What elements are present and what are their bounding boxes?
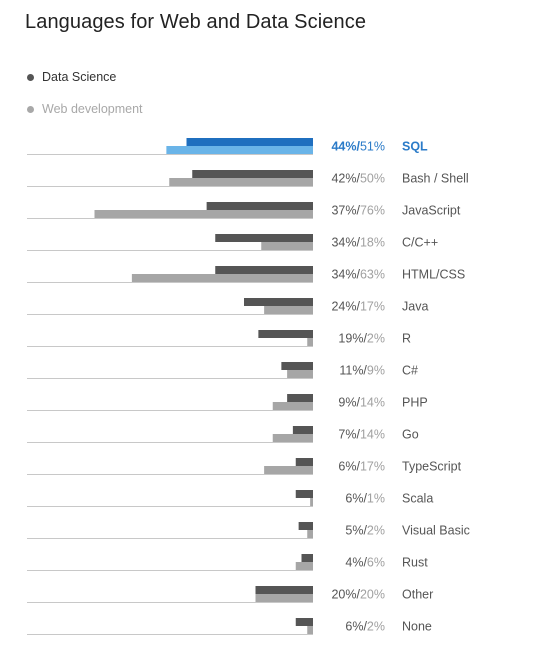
- pct-label-javascript: 37%/76%: [331, 204, 385, 218]
- bar-data-science-bash-shell: [192, 170, 313, 178]
- bar-web-development-r: [307, 338, 313, 346]
- category-label-java: Java: [402, 300, 428, 314]
- pct-label-typescript: 6%/17%: [338, 460, 385, 474]
- pct-label-r: 19%/2%: [338, 332, 385, 346]
- bar-web-development-html-css: [131, 274, 313, 282]
- bar-web-development-bash-shell: [169, 178, 313, 186]
- category-label-html-css: HTML/CSS: [402, 268, 465, 282]
- bar-data-science-none: [295, 618, 313, 626]
- bar-web-development-scala: [310, 498, 313, 506]
- legend-dot-web-development-icon: [27, 105, 34, 113]
- category-label-sql: SQL: [402, 140, 428, 154]
- pct-label-other: 20%/20%: [331, 588, 385, 602]
- bar-data-science-java: [244, 298, 313, 306]
- bar-web-development-sql: [166, 146, 313, 154]
- bar-web-development-go: [272, 434, 313, 442]
- bar-data-science-visual-basic: [298, 522, 313, 530]
- bar-data-science-rust: [301, 554, 313, 562]
- pct-label-c: 11%/9%: [339, 364, 385, 378]
- pct-label-visual-basic: 5%/2%: [345, 524, 385, 538]
- category-label-go: Go: [402, 428, 419, 442]
- category-label-bash-shell: Bash / Shell: [402, 172, 469, 186]
- bar-data-science-r: [258, 330, 313, 338]
- bar-web-development-typescript: [264, 466, 313, 474]
- bar-data-science-go: [292, 426, 313, 434]
- category-label-c-c: C/C++: [402, 236, 438, 250]
- bar-data-science-php: [287, 394, 313, 402]
- bar-data-science-scala: [295, 490, 313, 498]
- legend-item-data-science: Data Science: [27, 70, 116, 84]
- legend-item-web-development: Web development: [27, 102, 143, 116]
- pct-label-html-css: 34%/63%: [331, 268, 385, 282]
- pct-label-scala: 6%/1%: [345, 492, 385, 506]
- bar-web-development-rust: [295, 562, 313, 570]
- category-label-visual-basic: Visual Basic: [402, 524, 470, 538]
- category-label-other: Other: [402, 588, 433, 602]
- bar-data-science-javascript: [206, 202, 313, 210]
- pct-label-bash-shell: 42%/50%: [331, 172, 385, 186]
- chart-title: Languages for Web and Data Science: [25, 11, 367, 33]
- bar-web-development-visual-basic: [307, 530, 313, 538]
- bar-web-development-none: [307, 626, 313, 634]
- category-label-javascript: JavaScript: [402, 204, 461, 218]
- category-label-c: C#: [402, 364, 418, 378]
- legend-label-data-science: Data Science: [42, 70, 117, 84]
- pct-label-rust: 4%/6%: [345, 556, 385, 570]
- pct-label-php: 9%/14%: [338, 396, 385, 410]
- pct-label-java: 24%/17%: [331, 300, 385, 314]
- pct-label-sql: 44%/51%: [331, 140, 385, 154]
- bar-data-science-other: [255, 586, 313, 594]
- bar-web-development-c-c: [261, 242, 313, 250]
- pct-label-c-c: 34%/18%: [331, 236, 385, 250]
- category-label-r: R: [402, 332, 411, 346]
- category-label-scala: Scala: [402, 492, 433, 506]
- bar-web-development-other: [255, 594, 313, 602]
- bar-web-development-c: [287, 370, 313, 378]
- bar-data-science-c-c: [215, 234, 313, 242]
- bar-data-science-c: [281, 362, 313, 370]
- category-label-typescript: TypeScript: [402, 460, 462, 474]
- legend-label-web-development: Web development: [42, 102, 143, 116]
- category-label-rust: Rust: [402, 556, 428, 570]
- bar-data-science-sql: [186, 138, 313, 146]
- bar-web-development-php: [272, 402, 313, 410]
- bar-web-development-java: [264, 306, 313, 314]
- category-label-php: PHP: [402, 396, 428, 410]
- category-label-none: None: [402, 620, 432, 634]
- pct-label-none: 6%/2%: [345, 620, 385, 634]
- legend-dot-data-science-icon: [27, 73, 34, 81]
- bar-data-science-html-css: [215, 266, 313, 274]
- bar-data-science-typescript: [295, 458, 313, 466]
- bar-web-development-javascript: [94, 210, 313, 218]
- pct-label-go: 7%/14%: [338, 428, 385, 442]
